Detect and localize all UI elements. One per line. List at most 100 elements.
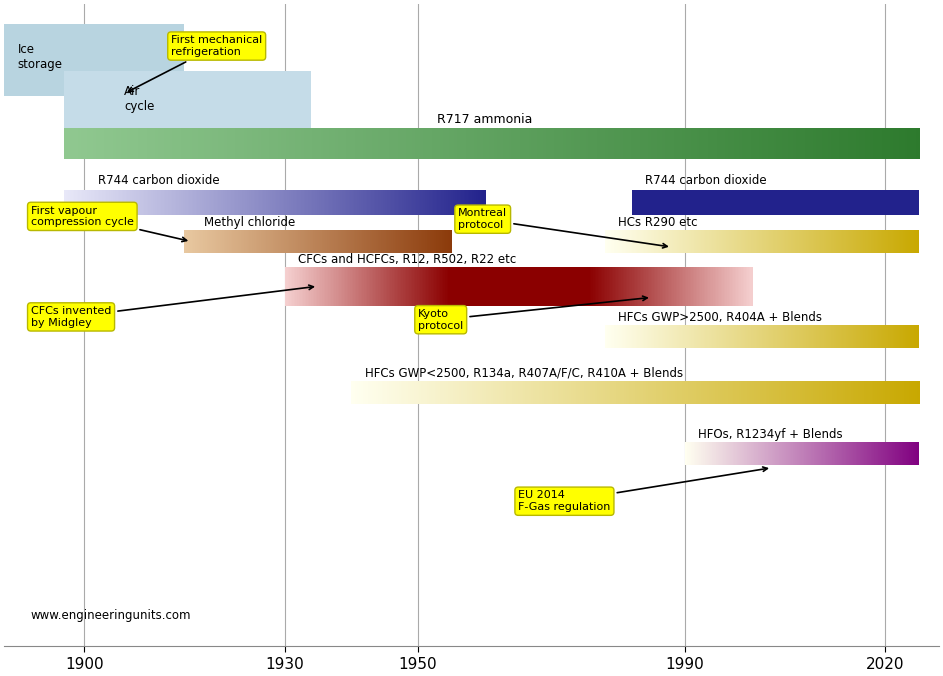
Bar	[329, 190, 331, 215]
Bar	[741, 324, 742, 348]
Bar	[221, 230, 223, 254]
Bar	[299, 266, 301, 306]
Bar	[917, 442, 918, 466]
Bar	[834, 442, 835, 466]
Bar	[267, 128, 271, 159]
Bar	[671, 381, 674, 404]
Bar	[655, 324, 656, 348]
Bar	[416, 266, 418, 306]
Bar	[371, 266, 372, 306]
Bar	[500, 128, 505, 159]
Bar	[236, 190, 238, 215]
Bar	[825, 128, 829, 159]
Bar	[719, 230, 720, 254]
Bar	[395, 128, 399, 159]
Bar	[81, 128, 86, 159]
Bar	[455, 381, 458, 404]
Bar	[903, 230, 904, 254]
Bar	[741, 442, 742, 466]
Bar	[634, 324, 635, 348]
Bar	[887, 128, 892, 159]
Bar	[813, 230, 815, 254]
Bar	[679, 230, 681, 254]
Bar	[447, 266, 449, 306]
Bar	[489, 381, 492, 404]
Bar	[642, 381, 645, 404]
Bar	[281, 230, 283, 254]
Bar	[630, 230, 632, 254]
Bar	[467, 381, 470, 404]
Bar	[826, 230, 827, 254]
Bar	[866, 230, 867, 254]
Bar	[868, 381, 870, 404]
Bar	[747, 324, 749, 348]
Bar	[731, 230, 732, 254]
Bar	[349, 230, 351, 254]
Bar	[905, 324, 907, 348]
Bar	[394, 190, 396, 215]
Bar	[416, 381, 419, 404]
Bar	[727, 442, 728, 466]
Bar	[405, 381, 407, 404]
Bar	[150, 128, 154, 159]
Bar	[113, 190, 115, 215]
Bar	[282, 190, 284, 215]
Bar	[884, 442, 885, 466]
Bar	[806, 442, 807, 466]
Bar	[249, 190, 252, 215]
Bar	[722, 442, 723, 466]
Bar	[907, 442, 908, 466]
Bar	[603, 128, 607, 159]
Bar	[534, 266, 537, 306]
Bar	[248, 190, 250, 215]
Text: HFCs GWP>2500, R404A + Blends: HFCs GWP>2500, R404A + Blends	[619, 310, 822, 324]
Bar	[453, 266, 455, 306]
Bar	[158, 128, 162, 159]
Bar	[837, 442, 838, 466]
Bar	[703, 266, 706, 306]
Bar	[85, 190, 88, 215]
Bar	[873, 442, 875, 466]
Bar	[888, 230, 890, 254]
Bar	[427, 190, 429, 215]
Bar	[828, 128, 832, 159]
Bar	[406, 190, 408, 215]
Bar	[878, 230, 880, 254]
Bar	[352, 128, 356, 159]
Bar	[316, 266, 318, 306]
Bar	[418, 230, 419, 254]
Bar	[790, 324, 792, 348]
Bar	[770, 324, 772, 348]
Bar	[476, 381, 479, 404]
Bar	[868, 442, 869, 466]
Bar	[481, 266, 483, 306]
Bar	[795, 230, 797, 254]
Bar	[317, 190, 319, 215]
Bar	[375, 190, 377, 215]
Bar	[886, 230, 888, 254]
Bar	[742, 324, 744, 348]
Bar	[586, 381, 588, 404]
Bar	[815, 442, 817, 466]
Bar	[736, 230, 737, 254]
Bar	[156, 128, 159, 159]
Bar	[567, 381, 570, 404]
Bar	[237, 230, 239, 254]
Bar	[488, 266, 491, 306]
Bar	[785, 324, 786, 348]
Bar	[251, 190, 253, 215]
Bar	[72, 190, 74, 215]
Bar	[436, 230, 437, 254]
Bar	[895, 442, 896, 466]
Bar	[442, 266, 444, 306]
Bar	[662, 381, 665, 404]
Bar	[888, 324, 890, 348]
Bar	[328, 230, 330, 254]
Bar	[308, 230, 309, 254]
Bar	[369, 381, 372, 404]
Bar	[797, 442, 799, 466]
Bar	[755, 442, 756, 466]
Bar	[706, 266, 709, 306]
Bar	[548, 381, 551, 404]
Bar	[304, 230, 305, 254]
